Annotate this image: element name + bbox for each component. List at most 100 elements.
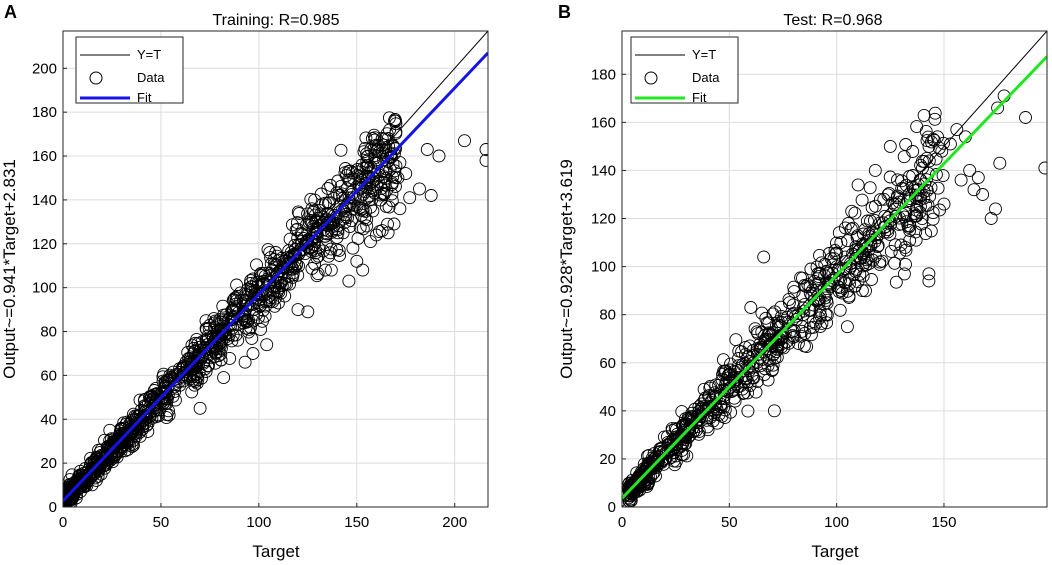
data-point-b-826 bbox=[834, 236, 848, 250]
data-point-a-1115 bbox=[156, 385, 170, 399]
data-point-b-813 bbox=[782, 296, 796, 310]
data-point-b-63 bbox=[889, 275, 903, 289]
data-point-b-137 bbox=[873, 193, 887, 207]
legend-data-swatch-b bbox=[644, 71, 658, 85]
fit-line-a bbox=[63, 51, 488, 502]
data-point-a-1183 bbox=[379, 200, 393, 213]
data-point-a-1104 bbox=[379, 164, 393, 178]
data-point-b-20 bbox=[906, 145, 920, 158]
data-point-a-1189 bbox=[271, 296, 285, 310]
data-point-a-1157 bbox=[399, 167, 413, 181]
data-point-a-894 bbox=[358, 211, 372, 225]
data-point-b-596 bbox=[755, 306, 769, 320]
data-point-b-787 bbox=[976, 188, 990, 201]
identity-line-b bbox=[622, 31, 1047, 507]
data-point-a-899 bbox=[310, 225, 324, 239]
data-point-a-1089 bbox=[143, 390, 156, 404]
data-point-a-1168 bbox=[365, 171, 379, 185]
data-point-b-409 bbox=[929, 168, 943, 181]
data-point-a-617 bbox=[291, 205, 305, 219]
data-point-a-920 bbox=[252, 300, 266, 314]
data-point-a-1028 bbox=[305, 262, 319, 275]
data-point-a-1107 bbox=[129, 429, 143, 443]
data-point-a-772 bbox=[342, 165, 355, 178]
data-point-b-798 bbox=[913, 200, 927, 213]
data-point-b-687 bbox=[699, 402, 713, 416]
legend-b: Y=T Data Fit bbox=[630, 36, 739, 105]
data-point-a-538 bbox=[342, 191, 356, 205]
data-point-b-644 bbox=[676, 427, 690, 441]
data-point-a-1121 bbox=[110, 437, 124, 451]
data-point-b-735 bbox=[762, 316, 776, 330]
x-tick-label-a-4: 200 bbox=[442, 514, 467, 531]
y-tick-label-b-5: 100 bbox=[591, 259, 616, 276]
x-tick-label-a-1: 50 bbox=[153, 514, 170, 531]
data-point-a-330 bbox=[388, 180, 402, 193]
data-point-b-449 bbox=[720, 384, 734, 398]
data-point-a-1159 bbox=[413, 182, 426, 196]
data-point-b-577 bbox=[888, 256, 902, 270]
data-point-b-758 bbox=[651, 455, 664, 469]
data-point-b-694 bbox=[853, 244, 866, 258]
data-point-b-131 bbox=[922, 154, 936, 168]
y-tick-label-a-2: 40 bbox=[40, 411, 57, 428]
data-point-b-672 bbox=[797, 304, 811, 318]
data-point-a-1151 bbox=[365, 132, 379, 145]
data-point-b-808 bbox=[855, 284, 869, 298]
data-point-a-1163 bbox=[458, 134, 471, 148]
y-tick-label-b-7: 140 bbox=[591, 162, 616, 179]
data-point-a-905 bbox=[199, 314, 213, 328]
data-point-a-1088 bbox=[223, 351, 237, 365]
data-point-a-1135 bbox=[98, 461, 112, 475]
data-point-b-692 bbox=[729, 370, 743, 384]
data-point-a-828 bbox=[368, 133, 382, 147]
data-point-b-543 bbox=[883, 170, 897, 184]
data-point-b-756 bbox=[910, 209, 924, 223]
data-point-a-836 bbox=[250, 286, 264, 300]
data-point-a-1039 bbox=[386, 157, 400, 171]
data-point-b-745 bbox=[843, 273, 856, 286]
data-point-b-770 bbox=[928, 112, 942, 126]
data-point-a-992 bbox=[199, 343, 213, 357]
data-point-a-1017 bbox=[324, 242, 338, 256]
data-point-a-689 bbox=[246, 297, 260, 311]
data-point-a-1096 bbox=[213, 313, 227, 327]
data-point-a-1131 bbox=[250, 307, 264, 321]
data-point-b-739 bbox=[810, 260, 824, 274]
data-point-a-1031 bbox=[368, 156, 382, 170]
data-point-b-777 bbox=[717, 364, 731, 378]
data-point-a-1167 bbox=[391, 171, 405, 185]
data-point-b-793 bbox=[937, 197, 951, 211]
x-tick-label-b-0: 0 bbox=[618, 514, 626, 531]
data-point-b-791 bbox=[950, 123, 964, 137]
data-point-a-1182 bbox=[336, 226, 350, 240]
data-point-a-1192 bbox=[238, 355, 252, 369]
data-point-b-783 bbox=[991, 101, 1005, 115]
data-point-a-1150 bbox=[360, 147, 374, 161]
data-point-b-422 bbox=[923, 190, 937, 203]
legend-fit-label-a: Fit bbox=[137, 90, 152, 105]
data-point-b-188 bbox=[903, 234, 917, 248]
data-point-a-1114 bbox=[135, 422, 149, 436]
data-point-b-792 bbox=[954, 173, 968, 187]
data-point-a-874 bbox=[254, 322, 268, 336]
data-point-b-564 bbox=[888, 238, 902, 252]
x-tick-label-b-3: 150 bbox=[931, 514, 956, 531]
data-point-a-1165 bbox=[479, 153, 488, 167]
data-point-a-1067 bbox=[239, 299, 253, 313]
data-point-b-752 bbox=[669, 454, 683, 468]
data-point-a-1124 bbox=[176, 370, 190, 384]
data-point-b-730 bbox=[677, 448, 691, 461]
legend-identity-label-b: Y=T bbox=[692, 47, 716, 62]
panel-b: B Test: R=0.968 0 50 100 150 0 20 40 60 80 100 12… bbox=[557, 2, 1048, 561]
data-point-a-937 bbox=[230, 289, 244, 303]
data-point-a-1158 bbox=[403, 191, 417, 205]
data-point-a-1188 bbox=[309, 243, 323, 257]
y-tick-label-b-0: 0 bbox=[608, 499, 616, 516]
data-point-a-652 bbox=[312, 203, 326, 217]
data-point-a-607 bbox=[364, 200, 378, 214]
data-point-b-675 bbox=[843, 277, 856, 291]
data-point-b-516 bbox=[903, 194, 917, 208]
data-point-a-1181 bbox=[324, 263, 338, 277]
data-point-a-943 bbox=[288, 261, 302, 274]
